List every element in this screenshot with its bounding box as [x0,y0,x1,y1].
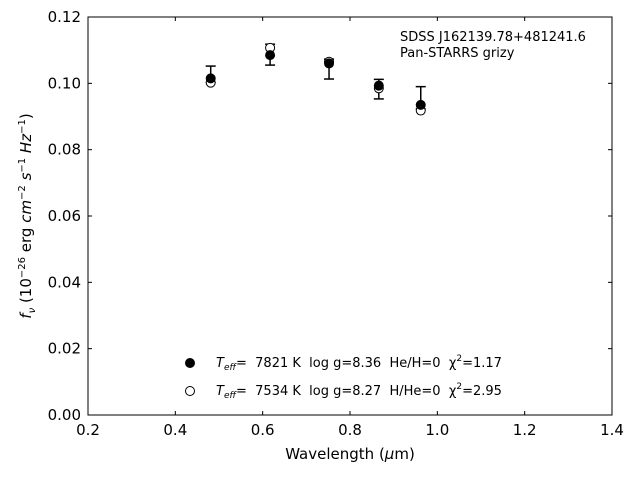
x-tick-label: 0.8 [338,421,362,439]
tick-labels: 0.2 0.4 0.6 0.8 1.0 1.2 1.4 0.00 0.02 0.04 0.06 0.0… [48,8,624,439]
legend-marker-open [185,386,195,396]
y-tick-label: 0.00 [48,406,81,424]
model-point-filled [415,99,426,110]
y-tick-label: 0.12 [48,8,81,26]
y-axis-label: fν (10−26 erg cm−2 s−1 Hz−1) [17,113,38,318]
x-tick-label: 0.6 [251,421,275,439]
annotation-object-name: SDSS J162139.78+481241.6 [400,30,586,45]
x-tick-label: 1.2 [513,421,537,439]
x-tick-label: 0.4 [163,421,187,439]
x-tick-label: 0.2 [76,421,100,439]
legend: Teff= 7821 K log g=8.36 He/H=0 χ2=1.17 T… [185,354,502,401]
model-point-filled [373,80,384,91]
model-point-filled [205,73,216,84]
model-point-filled [324,58,335,69]
annotation-survey: Pan-STARRS grizy [400,46,515,61]
model-point-filled [265,50,276,61]
y-tick-label: 0.04 [48,273,81,291]
legend-entry-2: Teff= 7534 K log g=8.27 H/He=0 χ2=2.95 [216,382,502,401]
x-tick-label: 1.4 [600,421,624,439]
data-markers [205,42,426,116]
y-tick-label: 0.06 [48,207,81,225]
y-tick-label: 0.10 [48,74,81,92]
y-tick-label: 0.08 [48,141,81,159]
x-tick-label: 1.0 [425,421,449,439]
x-axis-label: Wavelength (μm) [285,445,415,463]
plot-frame [87,16,613,416]
legend-marker-filled [185,358,195,368]
legend-entry-1: Teff= 7821 K log g=8.36 He/H=0 χ2=1.17 [216,354,502,373]
y-tick-label: 0.02 [48,340,81,358]
